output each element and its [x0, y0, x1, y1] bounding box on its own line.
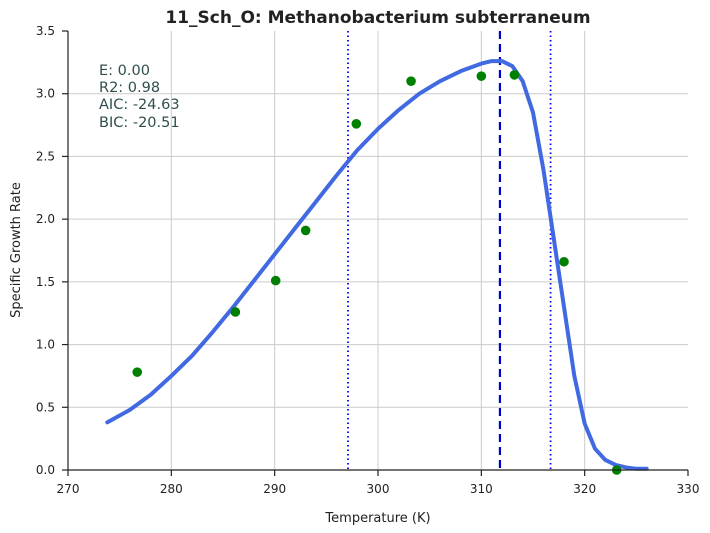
data-point — [559, 256, 569, 267]
x-tick-label: 300 — [367, 482, 390, 496]
y-tick-label: 0.5 — [36, 400, 55, 414]
stat-r2: R2: 0.98 — [99, 80, 160, 96]
fit-curve — [105, 59, 649, 471]
data-point — [509, 70, 520, 80]
y-tick-label: 2.5 — [36, 149, 55, 163]
stat-e: E: 0.00 — [99, 63, 150, 79]
x-tick-label: 330 — [677, 482, 700, 496]
chart-title: 11_Sch_O: Methanobacterium subterraneum — [165, 8, 590, 28]
stat-bic: BIC: -20.51 — [99, 115, 180, 131]
fit-statistics: E: 0.00 R2: 0.98 AIC: -24.63 BIC: -20.51 — [99, 63, 180, 131]
x-tick-label: 310 — [470, 482, 493, 496]
x-tick-label: 270 — [57, 482, 80, 496]
data-point — [406, 76, 416, 86]
y-tick-label: 0.0 — [36, 463, 55, 477]
y-tick-label: 1.0 — [36, 338, 55, 352]
data-points — [132, 70, 622, 475]
x-tick-label: 290 — [263, 482, 286, 496]
reference-lines — [347, 31, 552, 470]
x-tick-label: 280 — [160, 482, 183, 496]
stat-aic: AIC: -24.63 — [99, 97, 180, 113]
data-point — [230, 307, 241, 317]
data-point — [132, 367, 143, 377]
y-tick-label: 3.0 — [36, 87, 55, 101]
axes — [62, 30, 689, 476]
y-tick-label: 2.0 — [36, 212, 55, 226]
fit-curve-layer — [105, 59, 649, 471]
data-point — [300, 225, 311, 236]
y-axis-label: Specific Growth Rate — [9, 182, 24, 318]
data-point — [270, 275, 281, 286]
y-tick-label: 3.5 — [36, 24, 55, 38]
x-tick-label: 320 — [573, 482, 596, 496]
x-axis-label: Temperature (K) — [324, 511, 430, 526]
data-point — [476, 71, 487, 81]
data-point — [351, 119, 362, 129]
tick-labels: 270 280 290 300 310 320 330 0.0 0.5 1.0 1.5 2.0 2.5 3… — [36, 24, 700, 496]
grid — [68, 31, 688, 470]
y-tick-label: 1.5 — [36, 275, 55, 289]
